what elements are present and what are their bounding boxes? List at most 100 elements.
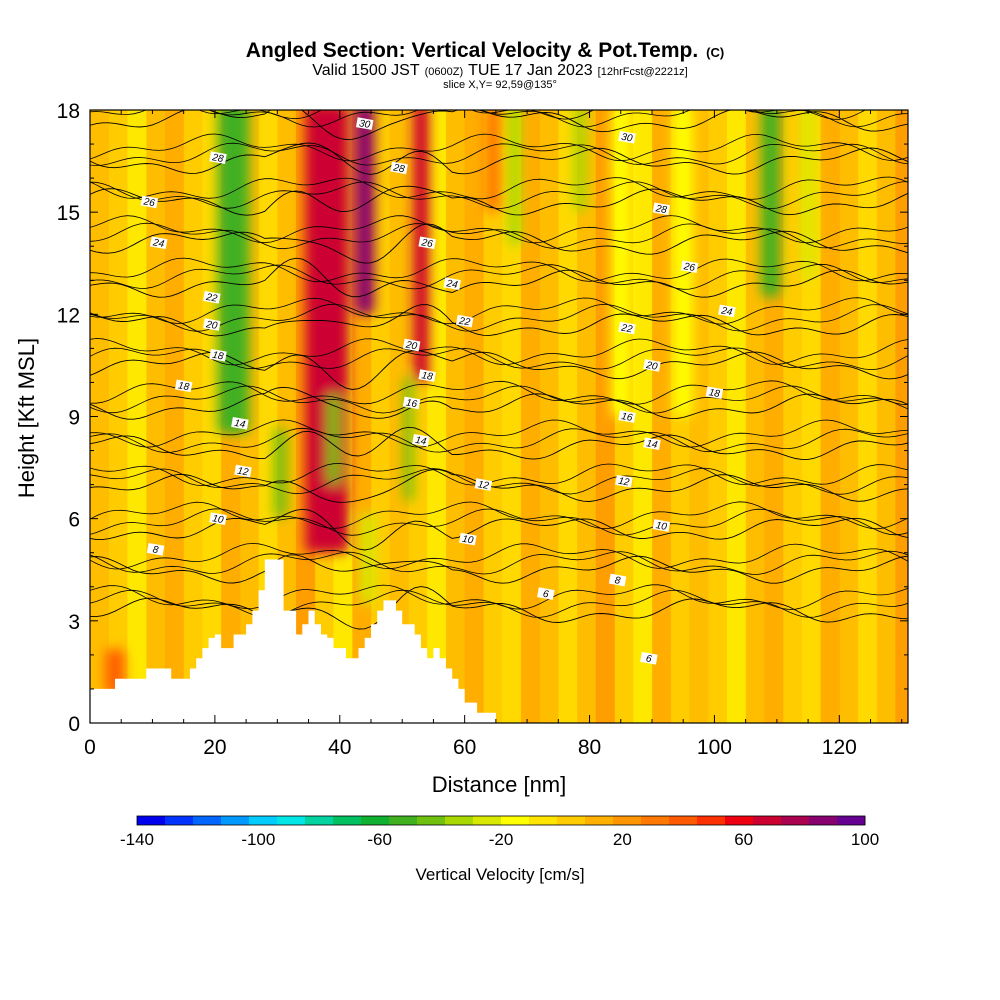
contour-label-text: 16 [405, 398, 418, 411]
colorbar-swatch [697, 816, 726, 825]
theta-contour-line [90, 508, 908, 536]
contour-label-text: 20 [404, 339, 418, 352]
colorbar-swatch [445, 816, 474, 825]
theta-contour-line [90, 110, 908, 128]
velocity-band [539, 110, 559, 723]
contour-label: 20 [643, 359, 661, 373]
colorbar-swatch [193, 816, 222, 825]
colorbar-swatch [137, 816, 166, 825]
velocity-band [708, 110, 728, 723]
contour-label: 14 [643, 437, 661, 451]
colorbar-swatch [333, 816, 362, 825]
theta-contour-line [90, 257, 908, 283]
colorbar-swatch [249, 816, 278, 825]
plot-area: 30 30 28 28 28 26 26 26 24 24 24 22 22 22 20 20 20 18 18 18… [90, 110, 908, 723]
contour-label-text: 22 [619, 322, 633, 335]
velocity-band [90, 110, 110, 723]
contour-label-text: 24 [151, 237, 165, 250]
contour-labels: 30 30 28 28 28 26 26 26 24 24 24 22 22 22 20 20 20 18 18 18… [140, 117, 736, 665]
contour-label-text: 28 [210, 152, 224, 165]
theta-contour-line [90, 584, 908, 610]
downdraft-cell [327, 393, 340, 485]
theta-contours [90, 110, 908, 630]
velocity-band [483, 110, 503, 723]
contour-label: 18 [705, 386, 724, 400]
contour-label: 12 [234, 464, 252, 478]
contour-label-text: 28 [392, 162, 406, 175]
contour-label-text: 22 [204, 292, 218, 305]
velocity-band [427, 110, 447, 723]
velocity-bands [90, 110, 908, 723]
y-tick-label: 9 [68, 407, 80, 430]
theta-contour-line [90, 386, 908, 420]
terrain [90, 559, 503, 723]
theta-contour-line [90, 380, 908, 406]
contour-label: 28 [390, 161, 408, 175]
contour-label-text: 24 [719, 305, 733, 318]
velocity-band [783, 110, 803, 723]
contour-label: 30 [618, 130, 636, 145]
theta-contour-line [90, 222, 908, 250]
contour-label-text: 6 [645, 653, 653, 665]
contour-label: 18 [418, 369, 436, 383]
colorbar-swatch [361, 816, 390, 825]
contour-label-text: 6 [542, 589, 550, 601]
valid-time: Valid 1500 JST (0600Z) TUE 17 Jan 2023 [12h… [312, 62, 687, 79]
theta-contour-line [90, 185, 908, 216]
theta-contour-line [90, 304, 908, 337]
contour-label: 14 [231, 416, 249, 431]
y-tick-label: 18 [57, 100, 80, 123]
velocity-band [558, 110, 578, 723]
contour-label-text: 16 [620, 411, 633, 424]
x-tick-label: 0 [84, 736, 96, 759]
velocity-band [502, 110, 522, 723]
contour-label-text: 10 [211, 513, 224, 526]
theta-contour-line [90, 554, 908, 584]
velocity-band [726, 110, 747, 723]
velocity-band [876, 110, 897, 723]
theta-contour-line [90, 181, 908, 210]
contour-label: 24 [718, 304, 736, 318]
contour-label: 12 [615, 474, 633, 489]
theta-contour-line [90, 350, 908, 390]
colorbar-swatch [641, 816, 670, 825]
colorbar-swatch [837, 816, 866, 825]
contour-label: 24 [149, 236, 168, 250]
velocity-band [745, 110, 765, 723]
colorbar-swatch [165, 816, 194, 825]
velocity-band [445, 110, 466, 723]
contour-label-text: 10 [655, 520, 668, 533]
contour-label: 26 [418, 236, 436, 250]
colorbar-swatch [277, 816, 306, 825]
contour-label-text: 20 [644, 360, 658, 373]
contour-label-text: 14 [645, 438, 658, 451]
velocity-band [183, 110, 203, 723]
velocity-band [839, 110, 859, 723]
theta-contour-line [90, 463, 908, 487]
theta-contour-line [90, 142, 908, 167]
contour-label: 24 [443, 277, 461, 291]
contour-label-text: 20 [204, 319, 218, 332]
contour-label-text: 26 [142, 196, 156, 209]
y-tick-label: 0 [68, 713, 80, 736]
contour-label: 16 [402, 396, 421, 411]
contour-label-text: 28 [654, 203, 668, 216]
theta-contour-line [90, 501, 908, 530]
contour-label-text: 30 [358, 118, 371, 131]
theta-contour-line [90, 542, 908, 570]
colorbar-tick-label: -100 [241, 830, 275, 849]
contour-label-text: 14 [414, 435, 427, 448]
contour-label-text: 18 [211, 350, 224, 363]
y-tick-label: 3 [68, 611, 80, 634]
x-axis: 0 20 40 60 80 100 120 [84, 110, 903, 759]
chart-title: Angled Section: Vertical Velocity & Pot.… [246, 39, 724, 62]
theta-contour-line [90, 297, 908, 325]
colorbar-swatch [417, 816, 446, 825]
downdraft-cell [611, 110, 631, 417]
colorbar-swatch [809, 816, 838, 825]
contour-label: 22 [203, 290, 221, 305]
colorbar-swatch [221, 816, 250, 825]
velocity-band [108, 110, 128, 723]
updraft-cell [305, 110, 350, 553]
